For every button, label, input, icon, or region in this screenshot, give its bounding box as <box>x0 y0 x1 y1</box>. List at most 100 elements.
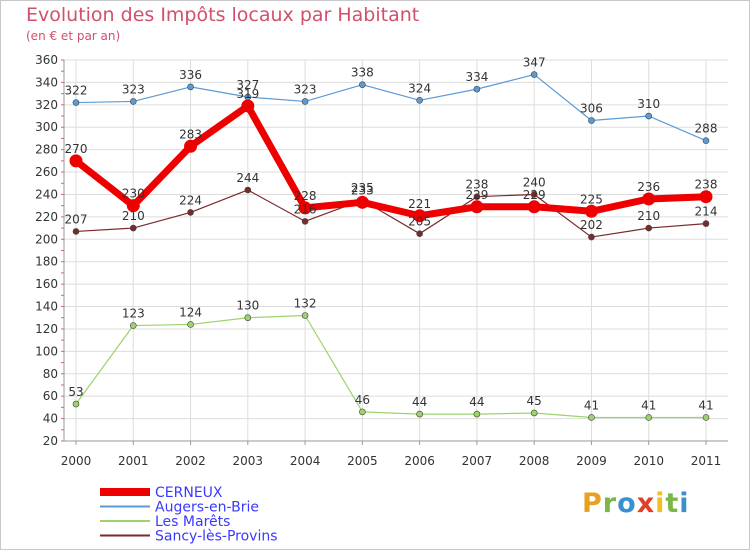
data-label: 319 <box>236 87 259 101</box>
data-label: 322 <box>65 84 88 98</box>
data-point <box>187 321 194 328</box>
series-line <box>75 314 707 419</box>
data-point <box>72 400 80 408</box>
proxiti-logo: Proxiti <box>582 488 690 519</box>
data-label: 334 <box>465 70 488 84</box>
series-les-marets <box>72 312 710 421</box>
data-point <box>187 209 194 216</box>
data-point <box>530 191 538 198</box>
x-tick-label: 2005 <box>347 454 378 468</box>
data-point <box>642 192 656 206</box>
data-point <box>187 83 194 91</box>
series-sancy-les-provins <box>72 186 710 241</box>
data-point <box>301 218 309 225</box>
data-point <box>241 99 255 113</box>
logo-letter: i <box>655 488 666 519</box>
data-point <box>416 230 423 237</box>
data-point <box>645 112 653 120</box>
data-label: 45 <box>527 394 542 408</box>
data-point <box>588 233 595 241</box>
x-tick-label: 2004 <box>290 454 321 468</box>
data-label: 236 <box>637 180 660 194</box>
data-point <box>129 322 137 329</box>
data-point <box>473 193 481 201</box>
data-label: 130 <box>236 299 259 313</box>
data-label: 233 <box>351 183 374 197</box>
y-tick-label: 100 <box>35 344 58 358</box>
data-point <box>126 199 140 213</box>
data-point <box>699 190 713 204</box>
data-point <box>416 410 423 418</box>
data-point <box>702 137 710 144</box>
chart-subtitle: (en € et par an) <box>26 29 121 43</box>
data-point <box>584 204 598 218</box>
y-tick-label: 20 <box>43 434 58 448</box>
data-label: 210 <box>122 209 145 223</box>
y-tick-label: 160 <box>35 277 58 291</box>
legend-item: Augers-en-Brie <box>100 500 259 516</box>
series-augers-en-brie <box>72 71 710 144</box>
data-point <box>184 139 198 153</box>
data-label: 216 <box>294 202 317 216</box>
data-label: 323 <box>122 82 145 96</box>
logo-letter: x <box>636 488 656 519</box>
legend-label: Augers-en-Brie <box>155 500 259 516</box>
data-label: 310 <box>637 97 660 111</box>
data-label: 240 <box>523 175 546 189</box>
data-point <box>470 200 484 214</box>
y-tick-label: 320 <box>35 98 58 112</box>
y-tick-label: 260 <box>35 165 58 179</box>
y-tick-label: 60 <box>43 389 58 403</box>
data-label: 336 <box>179 68 202 82</box>
series-cerneux <box>69 99 713 223</box>
data-label: 207 <box>65 212 88 226</box>
data-point <box>645 224 653 232</box>
data-point <box>359 81 366 88</box>
x-tick-label: 2008 <box>519 454 550 468</box>
y-tick-label: 340 <box>35 75 58 89</box>
data-label: 224 <box>179 193 202 207</box>
data-label: 229 <box>523 188 546 202</box>
data-label: 53 <box>68 385 83 399</box>
data-point <box>359 408 366 416</box>
x-tick-label: 2003 <box>233 454 264 468</box>
data-label: 210 <box>637 209 660 223</box>
data-point <box>301 98 309 105</box>
y-tick-label: 240 <box>35 187 58 201</box>
legend-label: Les Marêts <box>155 514 230 530</box>
legend-label: Sancy-lès-Provins <box>155 529 278 545</box>
data-point <box>588 117 595 124</box>
data-point <box>702 220 710 227</box>
y-tick-label: 120 <box>35 322 58 336</box>
data-label: 132 <box>294 296 317 310</box>
data-point <box>129 98 137 105</box>
data-label: 221 <box>408 197 431 211</box>
data-point <box>69 154 83 168</box>
data-point <box>645 414 653 421</box>
data-label: 205 <box>408 215 431 229</box>
y-tick-label: 140 <box>35 300 58 314</box>
data-point <box>702 414 710 421</box>
data-point <box>416 97 423 104</box>
x-tick-label: 2009 <box>576 454 607 468</box>
data-label: 44 <box>412 395 427 409</box>
legend-item: CERNEUX <box>100 485 223 501</box>
logo-letter: i <box>679 488 690 519</box>
data-label: 228 <box>294 189 317 203</box>
data-label: 238 <box>465 178 488 192</box>
data-point <box>129 224 137 232</box>
data-label: 324 <box>408 81 431 95</box>
data-label: 44 <box>469 395 484 409</box>
data-label: 244 <box>236 171 259 185</box>
y-tick-label: 360 <box>35 53 58 67</box>
y-tick-label: 220 <box>35 210 58 224</box>
data-point <box>530 71 538 78</box>
logo-letter: P <box>582 488 603 519</box>
data-point <box>530 409 538 417</box>
data-label: 41 <box>641 398 656 412</box>
data-label: 238 <box>695 178 718 192</box>
data-point <box>588 414 595 421</box>
data-label: 214 <box>695 205 718 219</box>
data-point <box>355 195 369 209</box>
